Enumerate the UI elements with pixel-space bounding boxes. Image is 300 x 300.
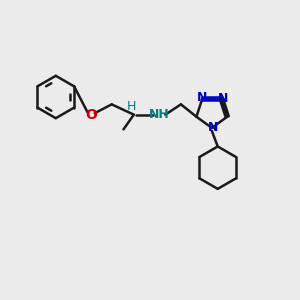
Text: NH: NH xyxy=(148,108,169,121)
Text: N: N xyxy=(218,92,228,105)
Text: H: H xyxy=(127,100,136,113)
Text: O: O xyxy=(85,108,97,122)
Text: N: N xyxy=(197,91,208,103)
Text: N: N xyxy=(208,122,218,134)
